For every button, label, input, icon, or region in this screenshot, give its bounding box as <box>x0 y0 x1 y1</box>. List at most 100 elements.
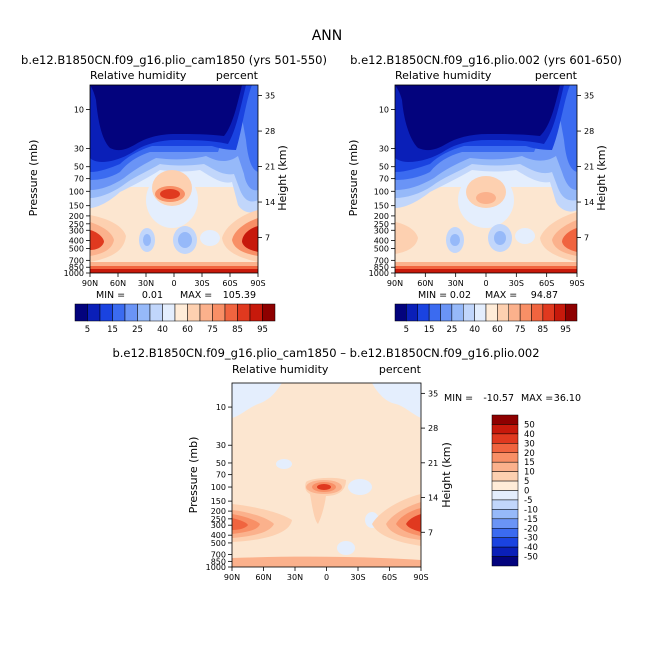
colorbar-a-swatch <box>199 303 213 322</box>
colorbar-c-swatch <box>491 546 519 557</box>
panel-b-y-tick-label: 300 <box>374 226 389 235</box>
colorbar-c-swatch <box>491 537 519 548</box>
panel-b-y-tick-label: 250 <box>374 220 389 229</box>
panel-c-x-tick-label: 90S <box>413 573 428 582</box>
panel-c-min-label: MIN = <box>444 393 473 404</box>
colorbar-c-swatch <box>491 490 519 501</box>
panel-b-y-tick-label: 50 <box>379 163 389 172</box>
colorbar-c-swatch <box>491 499 519 510</box>
colorbar-a-swatch <box>174 303 188 322</box>
colorbar-a-swatch <box>262 303 276 322</box>
colorbar-c-swatch <box>491 528 519 538</box>
panel-c-y-tick-label: 300 <box>211 521 226 530</box>
colorbar-c-label: 40 <box>524 430 535 440</box>
panel-a: b.e12.B1850CN.f09_g16.plio_cam1850 (yrs … <box>21 53 327 301</box>
panel-c-y-tick-label: 10 <box>216 403 226 412</box>
panel-c-y-tick-label: 250 <box>211 515 226 524</box>
panel-b-y-tick-label: 70 <box>379 175 389 184</box>
colorbar-a-swatch <box>87 303 101 322</box>
axes-layer: 90N 60N 30N 0 30S 60S 90S103050701001502002503… <box>64 92 595 582</box>
panel-a-y-tick-label: 250 <box>69 220 84 229</box>
panel-b-max-value: 94.87 <box>531 290 558 301</box>
colorbar-c-label: -50 <box>524 553 538 563</box>
panel-a-y-tick-label: 50 <box>74 163 84 172</box>
colorbar-b-swatch <box>497 303 509 322</box>
panel-b-y-tick-label: 1000 <box>369 269 389 278</box>
panel-c-ylabel: Pressure (mb) <box>187 437 200 514</box>
colorbar-a-swatch <box>162 303 176 322</box>
panel-a-y-tick-label: 1000 <box>64 269 84 278</box>
panel-b: b.e12.B1850CN.f09_g16.plio.002 (yrs 601-… <box>347 53 622 301</box>
panel-a-max-label: MAX = <box>180 290 212 301</box>
panel-b-x-tick-label: 90N <box>387 279 403 288</box>
panel-a-y-tick-label: 500 <box>69 244 84 253</box>
colorbar-b-swatch <box>440 303 453 322</box>
panel-a-y-tick-label: 30 <box>74 145 84 154</box>
colorbar-a-label: 60 <box>182 325 193 335</box>
panel-a-y-tick-label: 10 <box>74 106 84 115</box>
panel-c-min-value: -10.57 <box>483 393 514 404</box>
colorbar-a-label: 25 <box>132 325 143 335</box>
panel-a-y-tick-label: 200 <box>69 212 84 221</box>
colorbar-a-swatch <box>249 303 263 322</box>
panel-a-y-tick-label: 70 <box>74 175 84 184</box>
colorbar-b-swatch <box>417 303 430 322</box>
panel-b-y-tick-label: 500 <box>374 244 389 253</box>
panel-a-x-tick-label: 90N <box>82 279 98 288</box>
panel-c-height-tick-label: 35 <box>428 389 438 398</box>
colorbar-c-label: 10 <box>524 468 535 478</box>
panel-c-y-tick-label: 70 <box>216 471 226 480</box>
colorbar-a-label: 75 <box>207 325 218 335</box>
panel-c-y-tick-label: 200 <box>211 507 226 516</box>
colorbar-b-label: 60 <box>492 325 503 335</box>
colorbar-a-swatch <box>112 303 126 322</box>
colorbar-b-swatch <box>428 303 441 322</box>
panel-b-y-tick-label: 850 <box>374 263 389 272</box>
panel-a-height-tick-label: 21 <box>265 163 275 172</box>
colorbar-b-swatch <box>542 303 555 322</box>
panel-b-height-tick-label: 7 <box>584 234 589 243</box>
colorbar-c-label: 15 <box>524 458 535 468</box>
colorbar-a-swatch <box>224 303 238 322</box>
panel-b-title: b.e12.B1850CN.f09_g16.plio.002 (yrs 601-… <box>350 53 622 67</box>
panel-a-height-tick-label: 35 <box>265 92 275 101</box>
colorbar-c-label: -30 <box>524 534 538 544</box>
panel-a-y-tick-label: 300 <box>69 226 84 235</box>
panel-c-height-tick-label: 28 <box>428 424 438 433</box>
panel-a-height-tick-label: 14 <box>265 198 275 207</box>
colorbar-c-label: -15 <box>524 515 538 525</box>
panel-b-ylabel-right: Height (km) <box>595 145 608 211</box>
panel-a-title: b.e12.B1850CN.f09_g16.plio_cam1850 (yrs … <box>21 53 327 67</box>
panel-b-y-tick-label: 700 <box>374 256 389 265</box>
panel-b-units: percent <box>535 69 578 82</box>
colorbar-b-swatch <box>508 303 521 322</box>
panel-b-min-label: MIN = <box>418 290 447 301</box>
colorbar-a-swatch <box>212 303 226 322</box>
panel-c-units: percent <box>379 363 422 376</box>
colorbar-a-label: 15 <box>107 325 118 335</box>
panel-b-x-tick-label: 60N <box>417 279 433 288</box>
panel-a-x-tick-label: 30N <box>138 279 154 288</box>
colorbar-c-swatch <box>491 443 519 453</box>
colorbar-b-swatch <box>463 303 475 322</box>
colorbar-a-swatch <box>74 303 88 322</box>
colorbar-layer: 5 15 25 40 60 75 85 95 5 15 25 40 60 75 85 955040302015… <box>74 303 578 567</box>
panel-c-y-tick-label: 150 <box>211 497 226 506</box>
colorbar-c-label: -40 <box>524 543 538 553</box>
colorbar-b-swatch <box>406 303 418 322</box>
panel-a-height-tick-label: 28 <box>265 127 275 136</box>
panel-b-y-tick-label: 200 <box>374 212 389 221</box>
panel-c-y-tick-label: 30 <box>216 441 226 450</box>
colorbar-c-label: 50 <box>524 420 535 430</box>
colorbar-c-label: -20 <box>524 524 538 534</box>
panel-a-y-tick-label: 400 <box>69 236 84 245</box>
panel-b-x-tick-label: 30N <box>448 279 464 288</box>
colorbar-a-swatch <box>137 303 151 322</box>
colorbar-a-swatch <box>187 303 201 322</box>
colorbar-c-swatch <box>491 433 519 444</box>
panel-b-y-tick-label: 150 <box>374 202 389 211</box>
colorbar-a-swatch <box>149 303 163 322</box>
colorbar-b-swatch <box>565 303 578 322</box>
panel-a-y-tick-label: 100 <box>69 187 84 196</box>
